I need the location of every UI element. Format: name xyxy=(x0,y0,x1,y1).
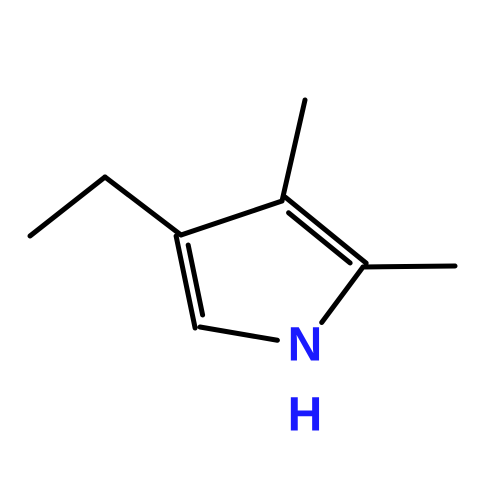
molecule-diagram: NH xyxy=(0,0,500,500)
bond xyxy=(105,177,181,235)
bond xyxy=(181,201,282,235)
bond xyxy=(322,267,363,323)
bonds-group xyxy=(30,100,455,340)
bond xyxy=(176,236,195,328)
atom-labels-group: NH xyxy=(288,319,323,442)
bond xyxy=(200,327,277,340)
bond xyxy=(363,266,455,267)
bond xyxy=(282,100,305,201)
atom-label-n: N xyxy=(288,319,323,372)
atom-label-h: H xyxy=(288,389,323,442)
bond xyxy=(30,177,105,236)
bond xyxy=(285,197,366,263)
bond xyxy=(289,213,351,263)
